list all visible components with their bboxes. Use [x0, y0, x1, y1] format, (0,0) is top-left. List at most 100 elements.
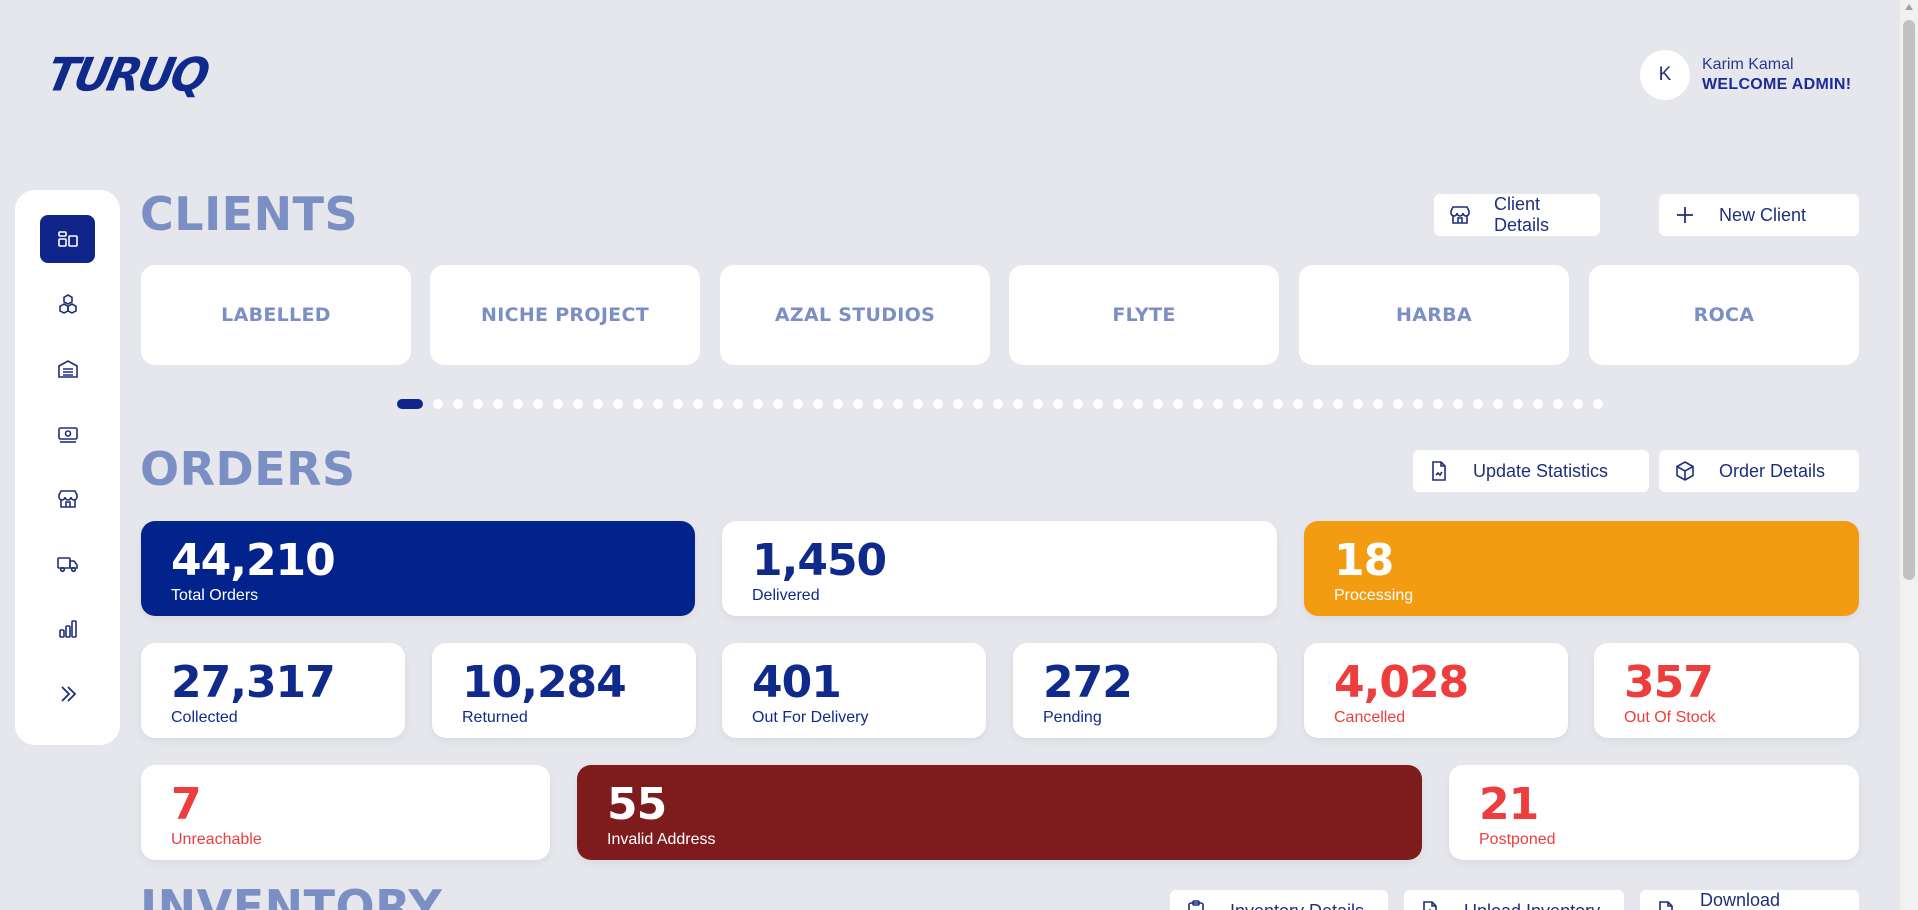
carousel-dot[interactable] — [1233, 399, 1243, 409]
carousel-dot[interactable] — [833, 399, 843, 409]
sidebar-item-expand[interactable] — [40, 670, 95, 718]
carousel-dot[interactable] — [933, 399, 943, 409]
scroll-up-arrow-icon[interactable] — [1905, 4, 1913, 10]
carousel-dot[interactable] — [1253, 399, 1263, 409]
client-card[interactable]: NICHE PROJECT — [430, 265, 700, 365]
update-statistics-button[interactable]: Update Statistics — [1413, 450, 1649, 492]
sidebar-item-warehouse[interactable] — [40, 345, 95, 393]
carousel-dot[interactable] — [1313, 399, 1323, 409]
cancelled-card[interactable]: 4,028 Cancelled — [1304, 643, 1568, 738]
carousel-dot[interactable] — [1133, 399, 1143, 409]
carousel-dot[interactable] — [573, 399, 583, 409]
carousel-dot[interactable] — [793, 399, 803, 409]
sidebar-item-shipping[interactable] — [40, 540, 95, 588]
carousel-dot[interactable] — [1393, 399, 1403, 409]
postponed-card[interactable]: 21 Postponed — [1449, 765, 1859, 860]
carousel-dot[interactable] — [1573, 399, 1583, 409]
file-download-icon — [1659, 901, 1673, 910]
carousel-dot[interactable] — [733, 399, 743, 409]
carousel-dot[interactable] — [913, 399, 923, 409]
carousel-dot[interactable] — [853, 399, 863, 409]
carousel-dot[interactable] — [1333, 399, 1343, 409]
carousel-dot[interactable] — [873, 399, 883, 409]
carousel-dot[interactable] — [813, 399, 823, 409]
delivered-card[interactable]: 1,450 Delivered — [722, 521, 1277, 616]
sidebar-item-clients[interactable] — [40, 475, 95, 523]
carousel-dot[interactable] — [1193, 399, 1203, 409]
carousel-dot[interactable] — [673, 399, 683, 409]
carousel-dot[interactable] — [513, 399, 523, 409]
carousel-dot[interactable] — [693, 399, 703, 409]
invalid-address-card[interactable]: 55 Invalid Address — [577, 765, 1422, 860]
carousel-dot[interactable] — [1173, 399, 1183, 409]
carousel-dot[interactable] — [1353, 399, 1363, 409]
unreachable-card[interactable]: 7 Unreachable — [141, 765, 550, 860]
client-details-button[interactable]: Client Details — [1434, 194, 1600, 236]
carousel-dot[interactable] — [973, 399, 983, 409]
carousel-dot[interactable] — [1593, 399, 1603, 409]
download-inventory-button[interactable]: Download Inventory — [1640, 890, 1859, 910]
new-client-button[interactable]: New Client — [1659, 194, 1859, 236]
pending-card[interactable]: 272 Pending — [1013, 643, 1277, 738]
carousel-dot[interactable] — [993, 399, 1003, 409]
scrollbar-thumb[interactable] — [1903, 20, 1915, 580]
inventory-details-button[interactable]: Inventory Details — [1170, 890, 1388, 910]
carousel-dot[interactable] — [633, 399, 643, 409]
carousel-dot[interactable] — [473, 399, 483, 409]
brand-logo[interactable]: TURUQ — [42, 48, 212, 103]
carousel-dot[interactable] — [893, 399, 903, 409]
carousel-dot[interactable] — [1473, 399, 1483, 409]
carousel-dot[interactable] — [1113, 399, 1123, 409]
out-for-delivery-card[interactable]: 401 Out For Delivery — [722, 643, 986, 738]
sidebar-item-products[interactable] — [40, 280, 95, 328]
carousel-dot[interactable] — [1213, 399, 1223, 409]
carousel-dot[interactable] — [1533, 399, 1543, 409]
user-profile[interactable]: K Karim Kamal WELCOME ADMIN! — [1640, 50, 1851, 100]
carousel-dot[interactable] — [1013, 399, 1023, 409]
carousel-dot[interactable] — [453, 399, 463, 409]
sidebar-item-dashboard[interactable] — [40, 215, 95, 263]
processing-card[interactable]: 18 Processing — [1304, 521, 1859, 616]
carousel-dot[interactable] — [1513, 399, 1523, 409]
order-details-button[interactable]: Order Details — [1659, 450, 1859, 492]
carousel-dot[interactable] — [1493, 399, 1503, 409]
client-card[interactable]: HARBA — [1299, 265, 1569, 365]
carousel-dot[interactable] — [753, 399, 763, 409]
carousel-dot[interactable] — [1413, 399, 1423, 409]
total-orders-card[interactable]: 44,210 Total Orders — [141, 521, 695, 616]
returned-card[interactable]: 10,284 Returned — [432, 643, 696, 738]
carousel-dot[interactable] — [533, 399, 543, 409]
carousel-dot[interactable] — [953, 399, 963, 409]
carousel-dot[interactable] — [397, 399, 423, 409]
carousel-dot[interactable] — [1273, 399, 1283, 409]
carousel-dot[interactable] — [1073, 399, 1083, 409]
collected-card[interactable]: 27,317 Collected — [141, 643, 405, 738]
carousel-dot[interactable] — [493, 399, 503, 409]
carousel-dot[interactable] — [433, 399, 443, 409]
client-card[interactable]: AZAL STUDIOS — [720, 265, 990, 365]
sidebar-item-finance[interactable] — [40, 410, 95, 458]
carousel-dot[interactable] — [613, 399, 623, 409]
carousel-dot[interactable] — [1153, 399, 1163, 409]
carousel-dot[interactable] — [1093, 399, 1103, 409]
carousel-dot[interactable] — [1553, 399, 1563, 409]
carousel-dot[interactable] — [553, 399, 563, 409]
client-card[interactable]: ROCA — [1589, 265, 1859, 365]
carousel-dot[interactable] — [1053, 399, 1063, 409]
upload-inventory-button[interactable]: Upload Inventory — [1404, 890, 1624, 910]
sidebar-item-reports[interactable] — [40, 605, 95, 653]
page-scrollbar[interactable] — [1900, 0, 1918, 910]
carousel-dot[interactable] — [653, 399, 663, 409]
carousel-dot[interactable] — [1433, 399, 1443, 409]
avatar[interactable]: K — [1640, 50, 1690, 100]
carousel-dot[interactable] — [713, 399, 723, 409]
out-of-stock-card[interactable]: 357 Out Of Stock — [1594, 643, 1859, 738]
client-card[interactable]: LABELLED — [141, 265, 411, 365]
carousel-dot[interactable] — [593, 399, 603, 409]
carousel-dot[interactable] — [1373, 399, 1383, 409]
carousel-dot[interactable] — [1453, 399, 1463, 409]
carousel-dot[interactable] — [1293, 399, 1303, 409]
carousel-dot[interactable] — [773, 399, 783, 409]
carousel-dot[interactable] — [1033, 399, 1043, 409]
client-card[interactable]: FLYTE — [1009, 265, 1279, 365]
